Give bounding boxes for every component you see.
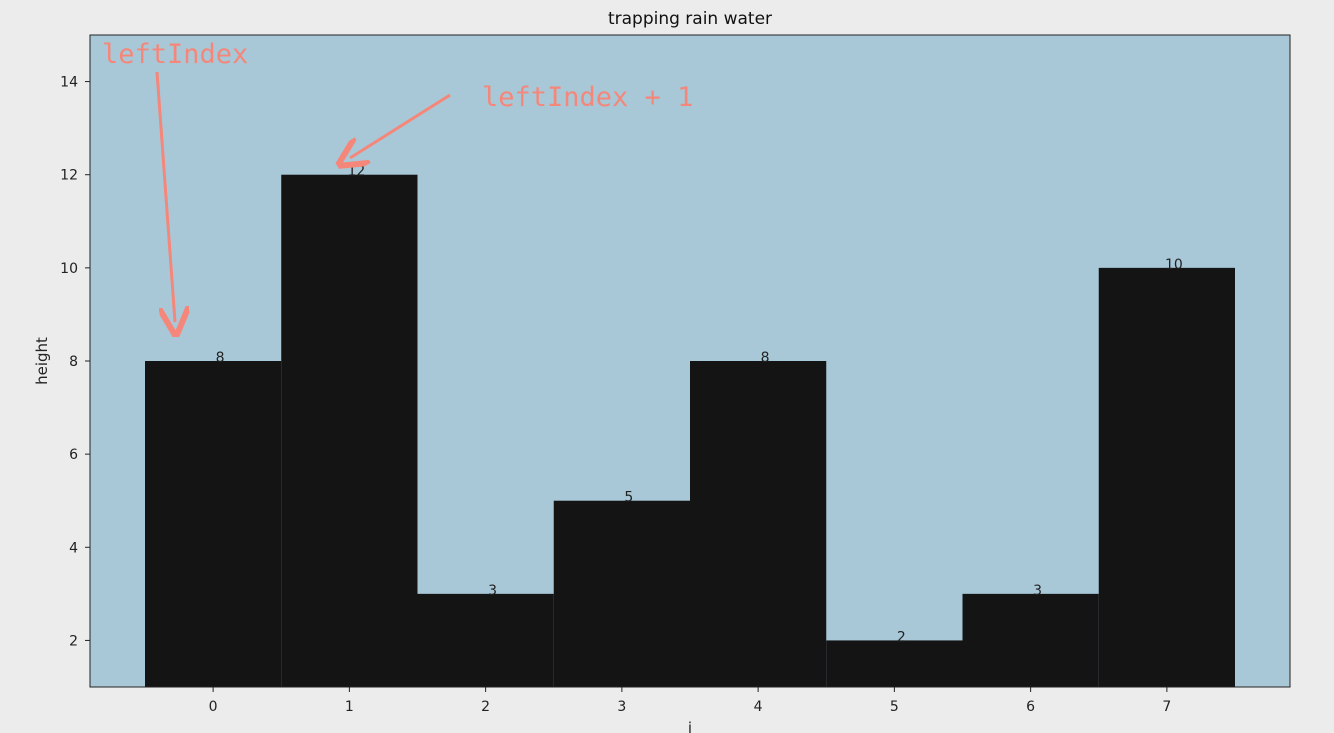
y-tick-label-8: 8 (69, 354, 78, 370)
y-axis-label: height (33, 337, 51, 385)
y-tick-label-10: 10 (60, 261, 78, 277)
x-tick-label-1: 1 (345, 699, 354, 715)
y-tick-label-12: 12 (60, 168, 78, 184)
annotation-left-index-plus-one: leftIndex + 1 (482, 82, 693, 113)
x-tick-label-5: 5 (890, 699, 899, 715)
chart-title: trapping rain water (608, 9, 772, 29)
y-tick-label-2: 2 (69, 633, 78, 649)
bar-1 (281, 174, 418, 687)
y-tick-label-14: 14 (60, 75, 78, 91)
x-tick-label-6: 6 (1026, 699, 1035, 715)
y-axis-ticks: 2 4 6 8 10 12 14 (60, 75, 90, 649)
x-axis-label: i (688, 719, 692, 733)
annotations-group: leftIndex leftIndex + 1 (102, 39, 693, 322)
bar-value-label-6: 3 (1033, 583, 1042, 599)
x-tick-label-2: 2 (481, 699, 490, 715)
x-axis-ticks: 0 1 2 3 4 5 6 7 (209, 687, 1171, 715)
x-tick-label-4: 4 (754, 699, 763, 715)
annotation-arrow-left-index-plus-one (350, 93, 451, 158)
x-tick-label-7: 7 (1162, 699, 1171, 715)
y-tick-label-6: 6 (69, 447, 78, 463)
bar-value-label-0: 8 (216, 350, 225, 366)
bar-2 (417, 593, 554, 687)
bars-group (145, 174, 1235, 687)
bar-value-label-4: 8 (761, 350, 770, 366)
bar-6 (962, 593, 1099, 687)
bar-5 (826, 640, 963, 687)
bar-value-label-7: 10 (1165, 257, 1183, 273)
bar-value-label-2: 3 (488, 583, 497, 599)
y-tick-label-4: 4 (69, 540, 78, 556)
annotation-arrow-left-index (155, 71, 175, 322)
bar-3 (553, 500, 690, 687)
x-tick-label-0: 0 (209, 699, 218, 715)
bar-value-label-3: 5 (624, 490, 633, 506)
bar-4 (690, 361, 827, 687)
x-tick-label-3: 3 (617, 699, 626, 715)
bar-0 (145, 361, 282, 687)
bar-value-label-1: 12 (347, 164, 365, 180)
bar-7 (1098, 267, 1235, 687)
annotation-left-index: leftIndex (102, 39, 248, 70)
bar-labels-group: 8 12 3 5 8 2 3 10 (216, 164, 1183, 646)
bar-value-label-5: 2 (897, 629, 906, 645)
